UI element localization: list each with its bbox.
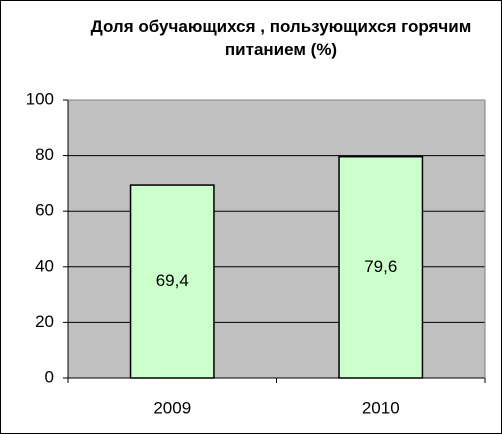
- y-tick-label: 60: [35, 201, 54, 220]
- x-tick-label: 2009: [153, 398, 191, 417]
- y-tick-label: 20: [35, 312, 54, 331]
- chart-title: Доля обучающихся , пользующихся горячим …: [90, 17, 472, 59]
- y-tick-label: 100: [26, 89, 54, 108]
- bar: [129, 184, 215, 379]
- y-tick-label: 0: [45, 367, 54, 386]
- value-label: 79,6: [364, 257, 397, 276]
- x-tick-label: 2010: [362, 398, 400, 417]
- y-tick-label: 40: [35, 256, 54, 275]
- bar: [338, 155, 424, 379]
- value-label: 69,4: [156, 271, 189, 290]
- y-tick-label: 80: [35, 145, 54, 164]
